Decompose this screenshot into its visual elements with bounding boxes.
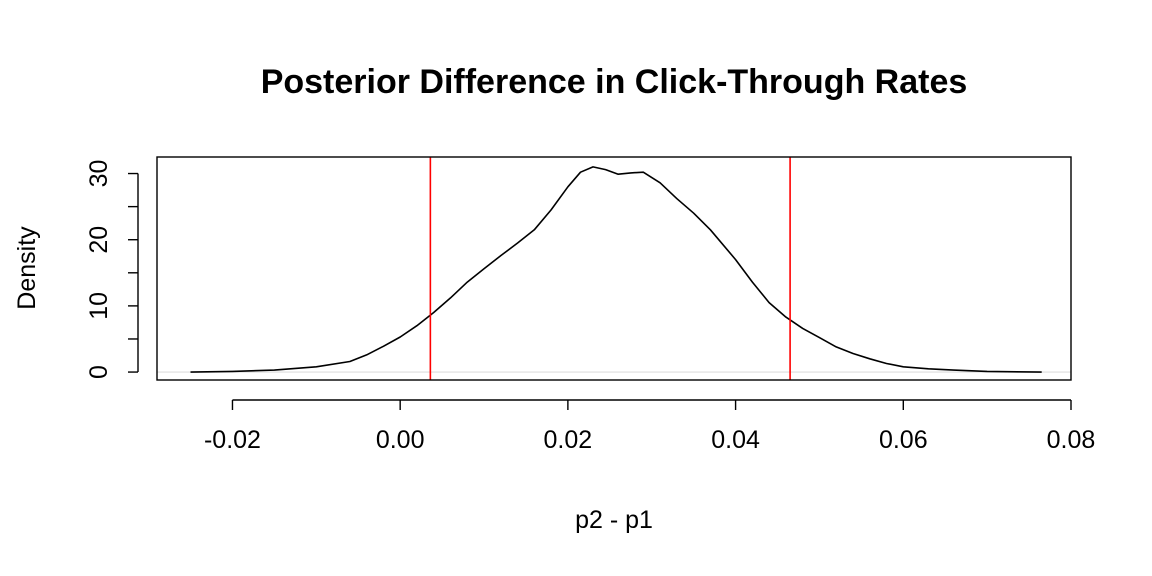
x-tick-label: -0.02 [204,426,261,454]
x-tick-label: 0.04 [711,426,760,454]
plot-area [157,157,1071,380]
x-tick-label: 0.02 [544,426,593,454]
y-axis: 0 10 20 30 [85,160,139,379]
x-tick-label: 0.06 [879,426,928,454]
x-tick-label: 0.00 [376,426,425,454]
density-curve-0 [190,166,1042,373]
plot-frame [156,156,1072,381]
chart-title: Posterior Difference in Click-Through Ra… [261,63,968,101]
y-axis-label: Density [13,226,41,310]
y-tick-label: 20 [85,226,113,254]
x-tick-label: 0.08 [1047,426,1096,454]
y-tick-label: 10 [85,292,113,320]
x-axis-label: p2 - p1 [575,506,653,534]
y-tick-label: 30 [85,160,113,188]
y-tick-label: 0 [85,365,113,379]
x-axis: -0.02 0.00 0.02 0.04 0.06 0.08 [204,399,1096,454]
